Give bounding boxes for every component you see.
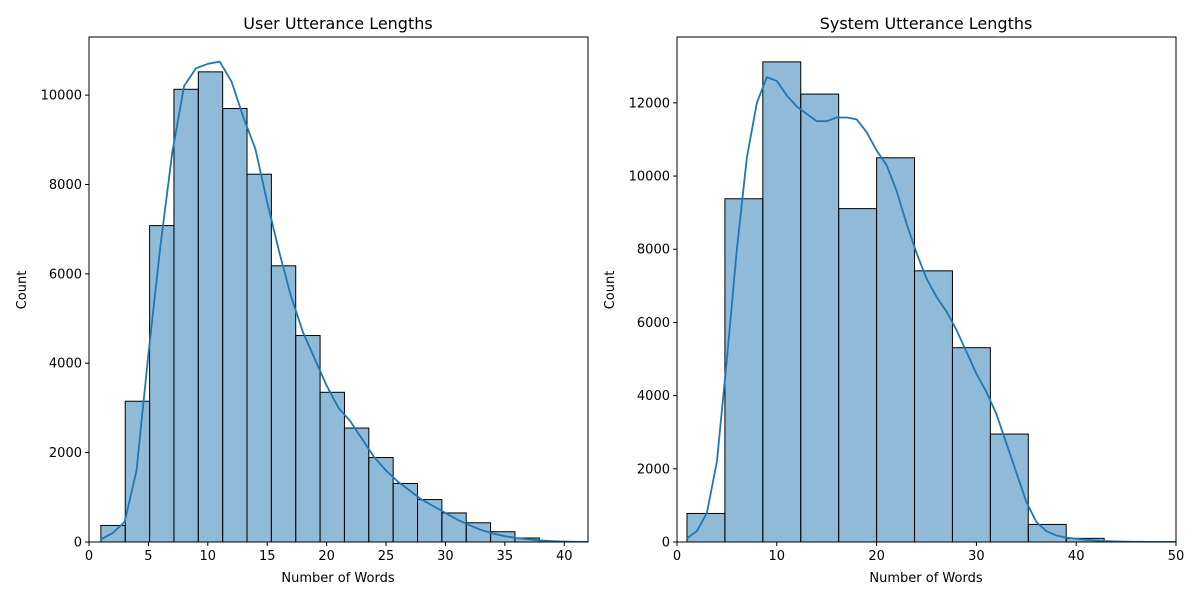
y-tick-label: 0 <box>74 536 82 551</box>
x-tick-label: 10 <box>200 549 217 564</box>
kde-curve <box>100 60 588 542</box>
histogram-bar <box>800 93 840 543</box>
histogram-bar <box>686 512 726 543</box>
y-tick-label: 10000 <box>41 89 82 104</box>
histogram-bar <box>319 391 345 543</box>
histogram-bar <box>951 347 991 543</box>
histogram-bar <box>295 335 321 543</box>
y-tick-label: 12000 <box>629 96 670 111</box>
histogram-bar <box>197 71 224 543</box>
x-tick-label: 35 <box>497 549 514 564</box>
histogram-bar <box>392 482 419 543</box>
x-tick-label: 0 <box>85 549 93 564</box>
axes-frame <box>676 36 1177 543</box>
x-tick-label: 30 <box>968 549 985 564</box>
histogram-bar <box>876 157 916 543</box>
y-tick-label: 10000 <box>629 170 670 185</box>
y-tick-label: 8000 <box>637 243 670 258</box>
y-tick-label: 4000 <box>49 357 82 372</box>
histogram-bar <box>222 108 248 543</box>
y-tick-label: 6000 <box>49 267 82 282</box>
histogram-bar <box>762 61 802 543</box>
user-utterance-chart: User Utterance Lengths Number of Words C… <box>15 14 589 586</box>
histogram-bars <box>100 71 540 543</box>
histogram-bar <box>173 88 199 543</box>
histogram-bars <box>686 61 1105 543</box>
histogram-bar <box>124 400 151 543</box>
y-axis-label: Count <box>603 271 618 310</box>
histogram-bar <box>246 173 272 543</box>
y-tick-label: 2000 <box>49 446 82 461</box>
system-utterance-chart: System Utterance Lengths Number of Words… <box>603 14 1184 586</box>
y-tick-label: 8000 <box>49 178 82 193</box>
x-tick-label: 5 <box>144 549 152 564</box>
x-axis-label: Number of Words <box>869 571 982 586</box>
histogram-bar <box>417 499 443 543</box>
x-tick-label: 20 <box>868 549 885 564</box>
x-tick-label: 40 <box>1068 549 1085 564</box>
x-tick-label: 40 <box>556 549 573 564</box>
histogram-bar <box>270 265 297 543</box>
histogram-bar <box>724 198 764 543</box>
x-axis-label: Number of Words <box>281 571 394 586</box>
y-axis-label: Count <box>15 271 30 310</box>
kde-curve <box>686 76 1176 542</box>
x-tick-label: 50 <box>1168 549 1185 564</box>
histogram-bar <box>1027 523 1067 543</box>
axes-frame <box>88 36 589 543</box>
histogram-bar <box>368 457 394 543</box>
y-tick-label: 2000 <box>637 462 670 477</box>
y-tick-label: 0 <box>662 536 670 551</box>
x-tick-label: 20 <box>318 549 335 564</box>
y-tick-label: 4000 <box>637 389 670 404</box>
chart-title: User Utterance Lengths <box>243 14 432 33</box>
chart-title: System Utterance Lengths <box>820 14 1033 33</box>
x-tick-label: 30 <box>437 549 454 564</box>
histogram-bar <box>149 225 175 543</box>
y-tick-label: 6000 <box>637 316 670 331</box>
x-tick-label: 0 <box>673 549 681 564</box>
histogram-bar <box>838 208 878 543</box>
x-tick-label: 25 <box>378 549 395 564</box>
x-tick-label: 10 <box>769 549 786 564</box>
x-tick-label: 15 <box>259 549 276 564</box>
